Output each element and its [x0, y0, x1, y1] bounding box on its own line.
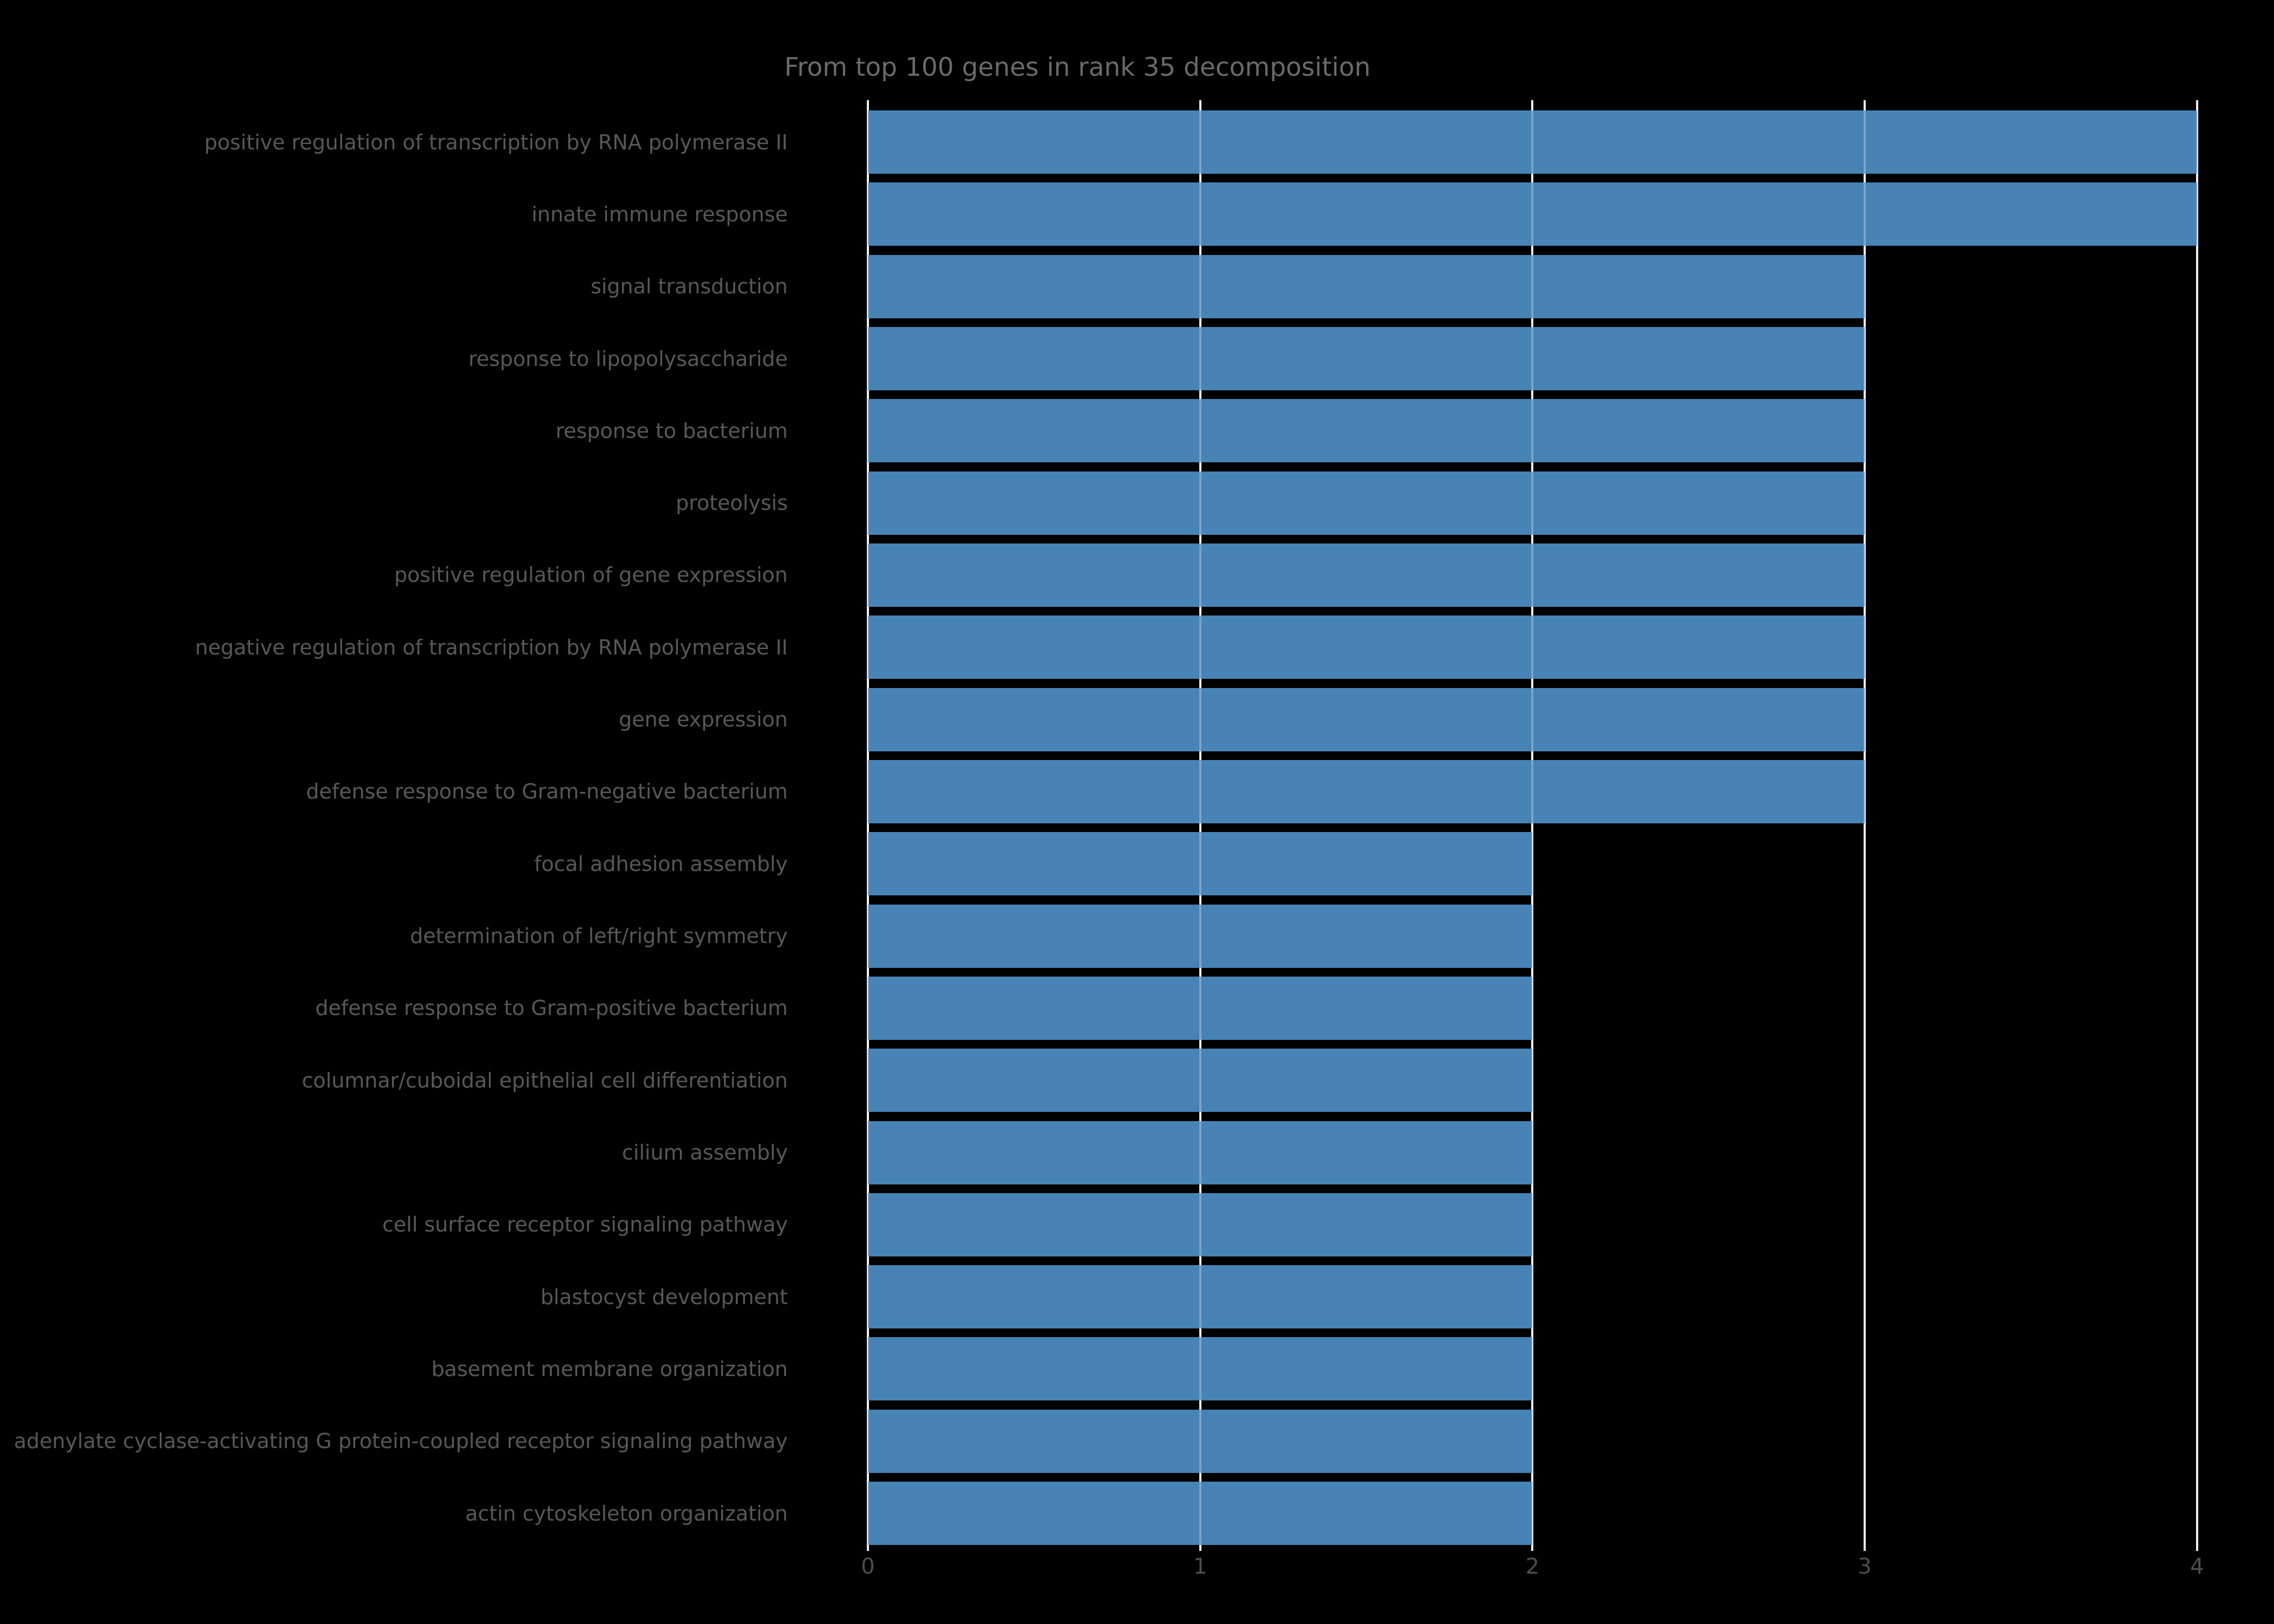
bar [868, 976, 1533, 1040]
chart-title: From top 100 genes in rank 35 decomposit… [784, 53, 1371, 82]
bar [868, 1482, 1533, 1546]
x-tick-label: 0 [861, 1554, 875, 1579]
category-label: blastocyst development [540, 1285, 788, 1309]
gridline-overlay [1864, 100, 1866, 1551]
category-label: response to bacterium [556, 418, 788, 443]
bar [868, 615, 1865, 679]
gridline-overlay [1531, 100, 1534, 1551]
category-label: determination of left/right symmetry [410, 924, 788, 948]
bar [868, 1121, 1533, 1184]
category-label: columnar/cuboidal epithelial cell differ… [302, 1068, 788, 1092]
category-label: basement membrane organization [431, 1357, 788, 1381]
category-label: defense response to Gram-negative bacter… [306, 780, 788, 804]
gridline-overlay [1199, 100, 1201, 1551]
bar [868, 759, 1865, 823]
gridline-overlay [867, 100, 869, 1551]
gridline-overlay [2195, 100, 2198, 1551]
gridline [2195, 100, 2198, 1551]
bar [868, 904, 1533, 968]
bar [868, 1049, 1533, 1112]
category-label: cilium assembly [622, 1141, 788, 1164]
x-tick-label: 4 [2190, 1554, 2204, 1579]
category-label: gene expression [618, 708, 788, 732]
category-label: positive regulation of gene expression [394, 563, 788, 587]
bar [868, 254, 1865, 318]
bar [868, 543, 1865, 607]
category-label: actin cytoskeleton organization [465, 1501, 788, 1525]
bar [868, 182, 2197, 246]
bar [868, 1337, 1533, 1401]
category-label: signal transduction [590, 274, 788, 299]
category-label: positive regulation of transcription by … [204, 130, 788, 154]
bar [868, 832, 1533, 896]
x-tick-label: 1 [1193, 1554, 1207, 1579]
category-label: response to lipopolysaccharide [468, 346, 788, 371]
bar [868, 399, 1865, 463]
bar [868, 110, 2197, 174]
bar [868, 1265, 1533, 1329]
bar [868, 1409, 1533, 1473]
gridline [867, 100, 869, 1551]
gridline [1199, 100, 1201, 1551]
x-tick-label: 3 [1858, 1554, 1872, 1579]
category-label: adenylate cyclase-activating G protein-c… [14, 1429, 788, 1453]
x-tick-label: 2 [1525, 1554, 1540, 1579]
category-label: innate immune response [531, 202, 788, 226]
gridline [1531, 100, 1534, 1551]
category-label: defense response to Gram-positive bacter… [315, 996, 788, 1020]
gridline [1864, 100, 1866, 1551]
category-label: proteolysis [676, 491, 788, 515]
category-label: focal adhesion assembly [534, 852, 788, 876]
category-label: negative regulation of transcription by … [195, 635, 788, 659]
bar [868, 687, 1865, 751]
category-label: cell surface receptor signaling pathway [382, 1213, 788, 1237]
bar [868, 471, 1865, 535]
bar [868, 327, 1865, 390]
bar [868, 1193, 1533, 1256]
